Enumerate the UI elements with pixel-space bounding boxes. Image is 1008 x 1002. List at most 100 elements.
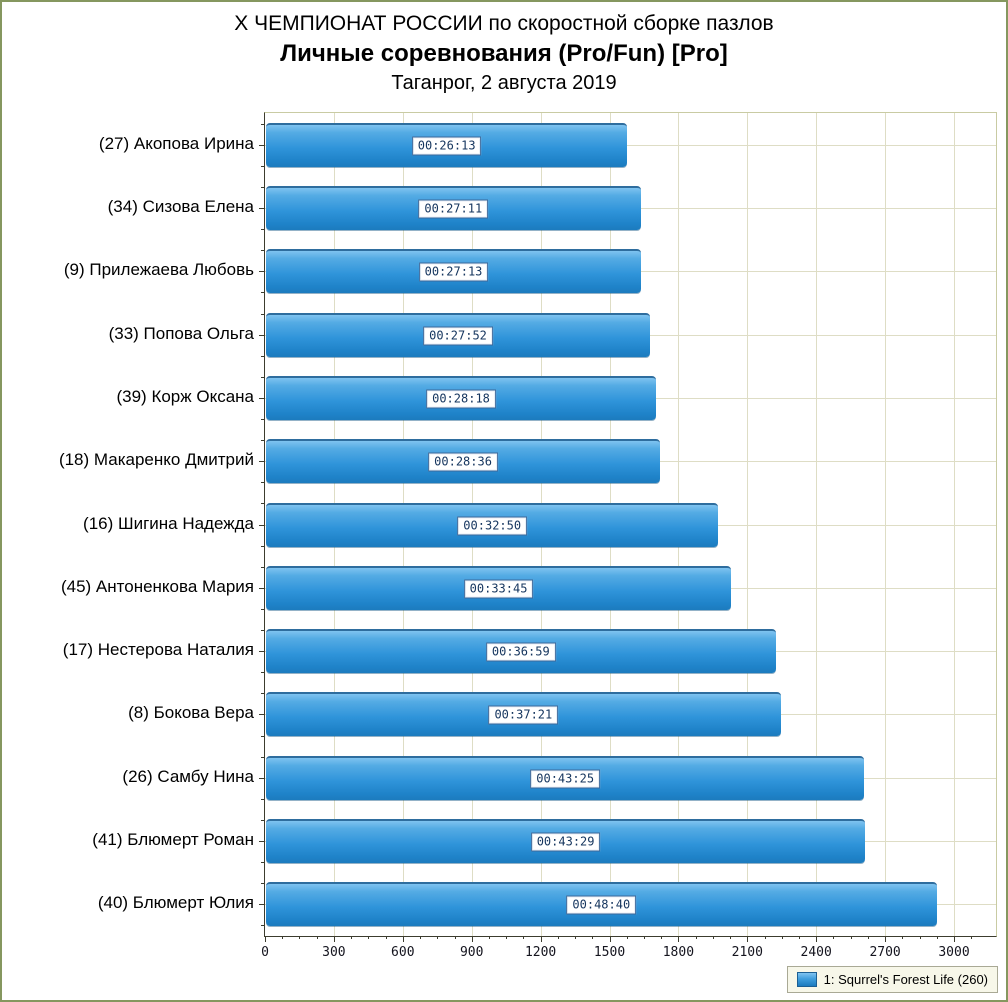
y-axis-major-tick [259,144,265,146]
y-axis-minor-tick [261,250,265,252]
result-bar: 00:36:59 [266,629,776,674]
x-axis-tick-label: 900 [459,945,484,960]
x-axis-tick-label: 2400 [800,945,832,960]
category-label: (40) Блюмерт Юлия [97,893,254,913]
y-axis-major-tick [259,841,265,842]
category-label: (41) Блюмерт Роман [92,830,254,849]
y-axis-minor-tick [261,735,265,737]
bar-value-label: 00:36:59 [485,642,556,662]
y-axis-minor-tick [261,419,265,420]
y-axis-major-tick [259,777,265,779]
bar-value-label: 00:43:25 [530,769,601,789]
x-axis-tick-label: 2100 [731,945,763,960]
result-bar: 00:43:25 [266,755,865,800]
bar-value-label: 00:28:36 [428,452,498,472]
x-axis-minor-tick [420,936,421,939]
y-axis-major-tick [259,651,265,653]
category-label: (27) Акопова Ирина [98,133,254,153]
category-label: (33) Попова Ольга [108,323,254,343]
x-axis-minor-tick [730,936,732,939]
result-bar: 00:28:18 [266,375,656,420]
x-axis-tick-label: 600 [391,945,415,960]
y-axis-major-tick [259,524,265,526]
category-label: (45) Антоненкова Мария [60,576,254,596]
x-axis-major-tick [885,936,887,942]
x-axis-major-tick [471,936,473,942]
x-axis-minor-tick [282,936,284,939]
y-axis-minor-tick [261,186,265,188]
result-bar: 00:27:13 [266,249,641,294]
y-axis-minor-tick [261,292,265,294]
category-label: (8) Бокова Вера [128,703,254,723]
gridline-horizontal [265,144,996,146]
bar-value-label: 00:27:11 [418,199,489,219]
y-axis-minor-tick [261,566,265,568]
y-axis-major-tick [259,714,265,716]
result-bar: 00:32:50 [266,502,719,547]
x-axis-major-tick [265,936,266,942]
x-axis-minor-tick [351,936,353,939]
y-axis-minor-tick [261,355,265,357]
x-axis-minor-tick [936,936,938,939]
result-bar: 00:37:21 [266,692,781,737]
title-block: X ЧЕМПИОНАТ РОССИИ по скоростной сборке … [2,11,1006,96]
bar-value-label: 00:26:13 [411,136,482,156]
x-axis-minor-tick [971,936,973,939]
x-axis-minor-tick [299,936,301,939]
category-label: (39) Корж Оксана [116,386,254,406]
x-axis-major-tick [609,936,611,942]
y-axis-major-tick [259,271,265,273]
category-label: (9) Прилежаева Любовь [63,260,254,280]
x-axis-minor-tick [557,936,559,939]
category-axis-labels: (27) Акопова Ирина (34) Сизова Елена (9) П… [2,112,254,935]
bar-value-label: 00:48:40 [566,895,637,915]
x-axis-minor-tick [454,936,456,939]
y-axis-major-tick [259,397,265,399]
y-axis-minor-tick [261,819,265,821]
x-axis-tick-label: 1200 [524,945,557,960]
bar-value-label: 00:37:21 [488,705,559,725]
x-axis-minor-tick [799,936,800,939]
x-axis-tick-label: 1500 [593,945,626,960]
result-bar: 00:27:11 [266,186,641,230]
x-axis-minor-tick [437,936,439,939]
legend-label: 1: Squrrel's Forest Life (260) [823,972,988,987]
result-bar: 00:48:40 [266,882,937,927]
x-axis-minor-tick [643,936,645,939]
bar-value-label: 00:33:45 [463,579,534,599]
x-axis-minor-tick [506,936,508,939]
x-axis-minor-tick [626,936,628,939]
x-axis-minor-tick [661,936,663,939]
chart-title-line2: Личные соревнования (Pro/Fun) [Pro] [280,40,728,67]
y-axis-minor-tick [261,883,265,885]
y-axis-minor-tick [261,608,265,610]
x-axis-tick-label: 1800 [662,945,695,960]
x-axis-tick-label: 3000 [938,945,970,960]
x-axis-major-tick [678,936,680,942]
y-axis-minor-tick [261,165,265,167]
x-axis-tick-label: 2700 [869,945,901,960]
y-axis-major-tick [259,461,265,463]
x-axis-minor-tick [385,936,387,939]
y-axis-minor-tick [261,482,265,484]
x-axis-minor-tick [919,936,921,939]
category-label: (26) Самбу Нина [122,766,254,786]
y-axis-minor-tick [261,229,265,231]
x-axis-minor-tick [592,936,594,939]
category-label: (34) Сизова Елена [107,197,254,216]
legend-swatch-icon [796,972,817,987]
result-bar: 00:28:36 [266,439,661,484]
y-axis-minor-tick [261,123,265,125]
result-bar: 00:27:52 [266,312,650,357]
x-axis-minor-tick [488,936,490,939]
y-axis-major-tick [259,587,265,589]
category-label: (16) Шигина Надежда [83,513,254,533]
x-axis-tick-label: 0 [261,945,269,960]
x-axis-major-tick [540,936,542,942]
chart-title-line3: Таганрог, 2 августа 2019 [391,72,617,94]
result-bar: 00:33:45 [266,565,732,610]
x-axis-minor-tick [902,936,904,939]
x-axis-minor-tick [764,936,766,939]
plot-area: 0 300 600 900 1200 1500 1800 2100 2400 2700 3000 00… [259,112,997,960]
